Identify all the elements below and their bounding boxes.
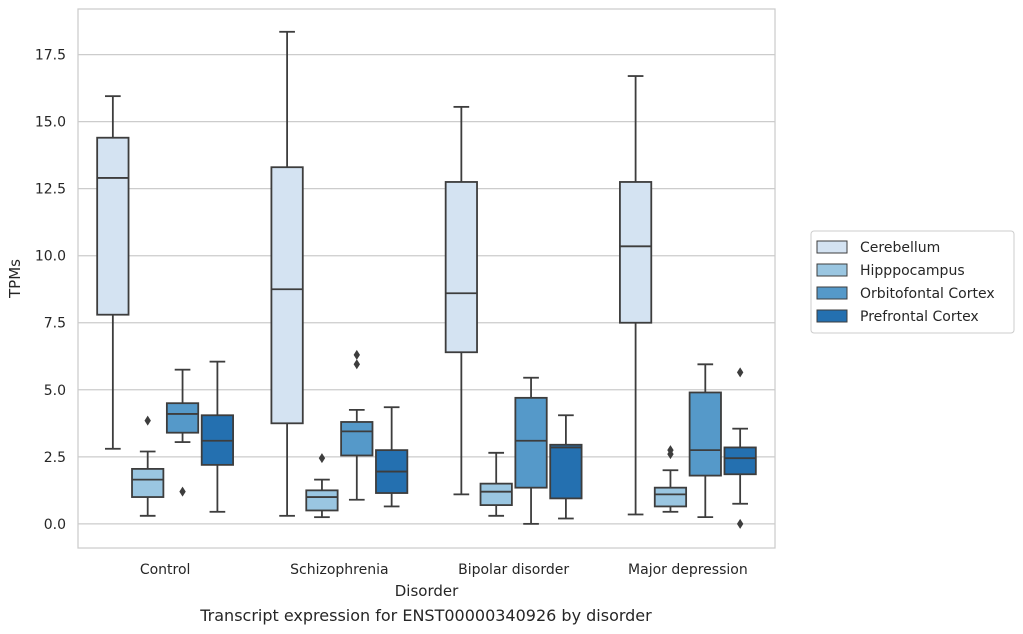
box-plot <box>305 453 339 519</box>
legend-label: Orbitofontal Cortex <box>860 286 995 302</box>
legend-label: Hipppocampus <box>860 263 965 279</box>
legend-swatch <box>816 263 848 277</box>
box-plot <box>375 406 409 508</box>
legend-swatch <box>816 309 848 323</box>
box-plot <box>200 360 234 513</box>
box <box>444 181 478 354</box>
box-plot <box>444 105 478 496</box>
box <box>619 181 653 324</box>
legend-frame <box>810 230 1015 334</box>
box-plot <box>270 30 304 517</box>
y-tick-label: 2.5 <box>44 450 66 466</box>
box <box>340 421 374 457</box>
figure-caption: Transcript expression for ENST0000034092… <box>200 606 652 625</box>
legend-swatch <box>816 286 848 300</box>
box-plot <box>479 451 513 517</box>
box <box>688 391 722 477</box>
box-plot <box>653 445 688 513</box>
y-tick-label: 15.0 <box>35 115 66 131</box>
box <box>549 443 583 500</box>
outlier-marker <box>318 453 326 464</box>
y-tick-label: 0.0 <box>44 517 66 533</box>
box <box>96 136 130 316</box>
legend-label: Prefrontal Cortex <box>860 309 979 325</box>
outlier-marker <box>353 359 360 370</box>
legend-swatch <box>816 240 848 254</box>
box <box>723 446 757 476</box>
box <box>270 166 304 425</box>
y-tick-label: 17.5 <box>35 48 66 64</box>
box-plot <box>514 376 548 525</box>
box-plot <box>340 349 374 501</box>
box-plot <box>131 415 165 517</box>
outlier-marker <box>667 445 674 456</box>
y-tick-label: 12.5 <box>35 182 66 198</box>
outlier-marker <box>144 415 151 426</box>
outlier-marker <box>353 349 360 360</box>
y-tick-label: 5.0 <box>44 383 66 399</box>
box <box>653 486 688 508</box>
y-axis-label: TPMs <box>6 259 24 299</box>
box <box>131 467 165 498</box>
x-tick-label: Bipolar disorder <box>458 562 569 578</box>
x-tick-label: Major depression <box>628 562 748 578</box>
outlier-marker <box>179 486 186 497</box>
legend-label: Cerebellum <box>860 240 940 256</box>
box-plot <box>723 367 757 529</box>
gridlines <box>78 53 775 525</box>
x-axis-label: Disorder <box>395 582 459 600</box>
legend: Cerebellum Hipppocampus Orbitofontal Corte… <box>810 230 1015 334</box>
box-plot <box>96 95 130 450</box>
y-tick-label: 7.5 <box>44 316 66 332</box>
box <box>479 482 513 506</box>
box <box>305 489 339 512</box>
box-plot <box>165 368 200 497</box>
box-plot <box>688 363 722 519</box>
y-tick-labels: 0.0 2.5 5.0 7.5 10.0 12.5 15.0 17.5 <box>35 48 66 533</box>
outlier-marker <box>736 518 744 529</box>
box <box>165 402 200 434</box>
y-tick-label: 10.0 <box>35 249 66 265</box>
box-plots <box>96 30 757 529</box>
x-tick-label: Schizophrenia <box>290 562 388 578</box>
outlier-marker <box>736 367 744 378</box>
x-tick-label: Control <box>140 562 191 578</box>
box <box>514 396 548 489</box>
plot-frame <box>77 8 776 549</box>
x-tick-labels: Control Schizophrenia Bipolar disorder Majo… <box>140 562 748 578</box>
box-plot <box>549 414 583 520</box>
box-plot <box>619 75 653 516</box>
